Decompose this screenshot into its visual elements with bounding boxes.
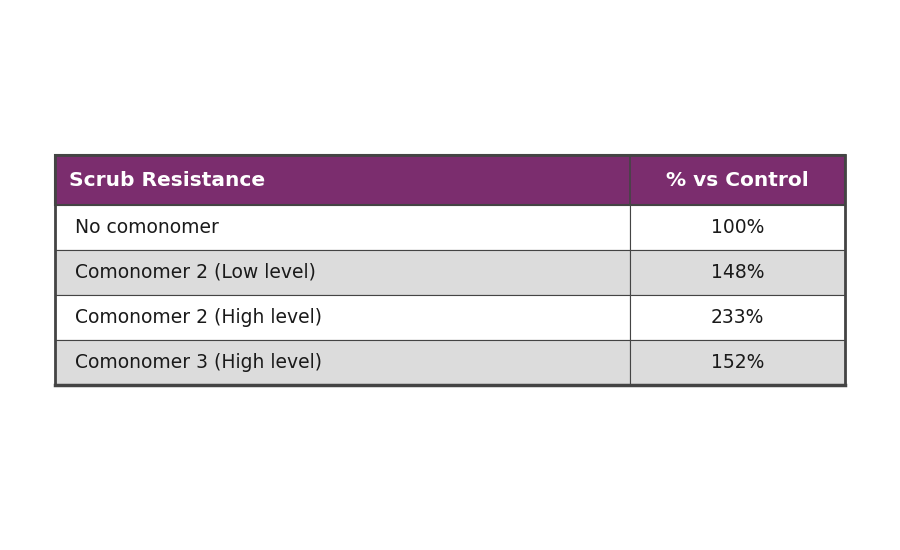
Text: 152%: 152% [711,353,764,372]
Text: 100%: 100% [711,218,764,237]
Bar [630,205,845,250]
Text: No comonomer: No comonomer [75,218,219,237]
Text: 148%: 148% [711,263,764,282]
Bar [630,340,845,385]
Bar [55,205,630,250]
Text: Comonomer 3 (High level): Comonomer 3 (High level) [75,353,322,372]
Text: 233%: 233% [711,308,764,327]
Bar [55,250,630,295]
Bar [55,340,630,385]
Text: Comonomer 2 (Low level): Comonomer 2 (Low level) [75,263,316,282]
Bar [630,295,845,340]
Text: Comonomer 2 (High level): Comonomer 2 (High level) [75,308,322,327]
Bar [55,155,845,205]
Bar [55,295,630,340]
Text: % vs Control: % vs Control [666,170,809,190]
Bar [630,250,845,295]
Bar [55,155,845,385]
Text: Scrub Resistance: Scrub Resistance [69,170,266,190]
